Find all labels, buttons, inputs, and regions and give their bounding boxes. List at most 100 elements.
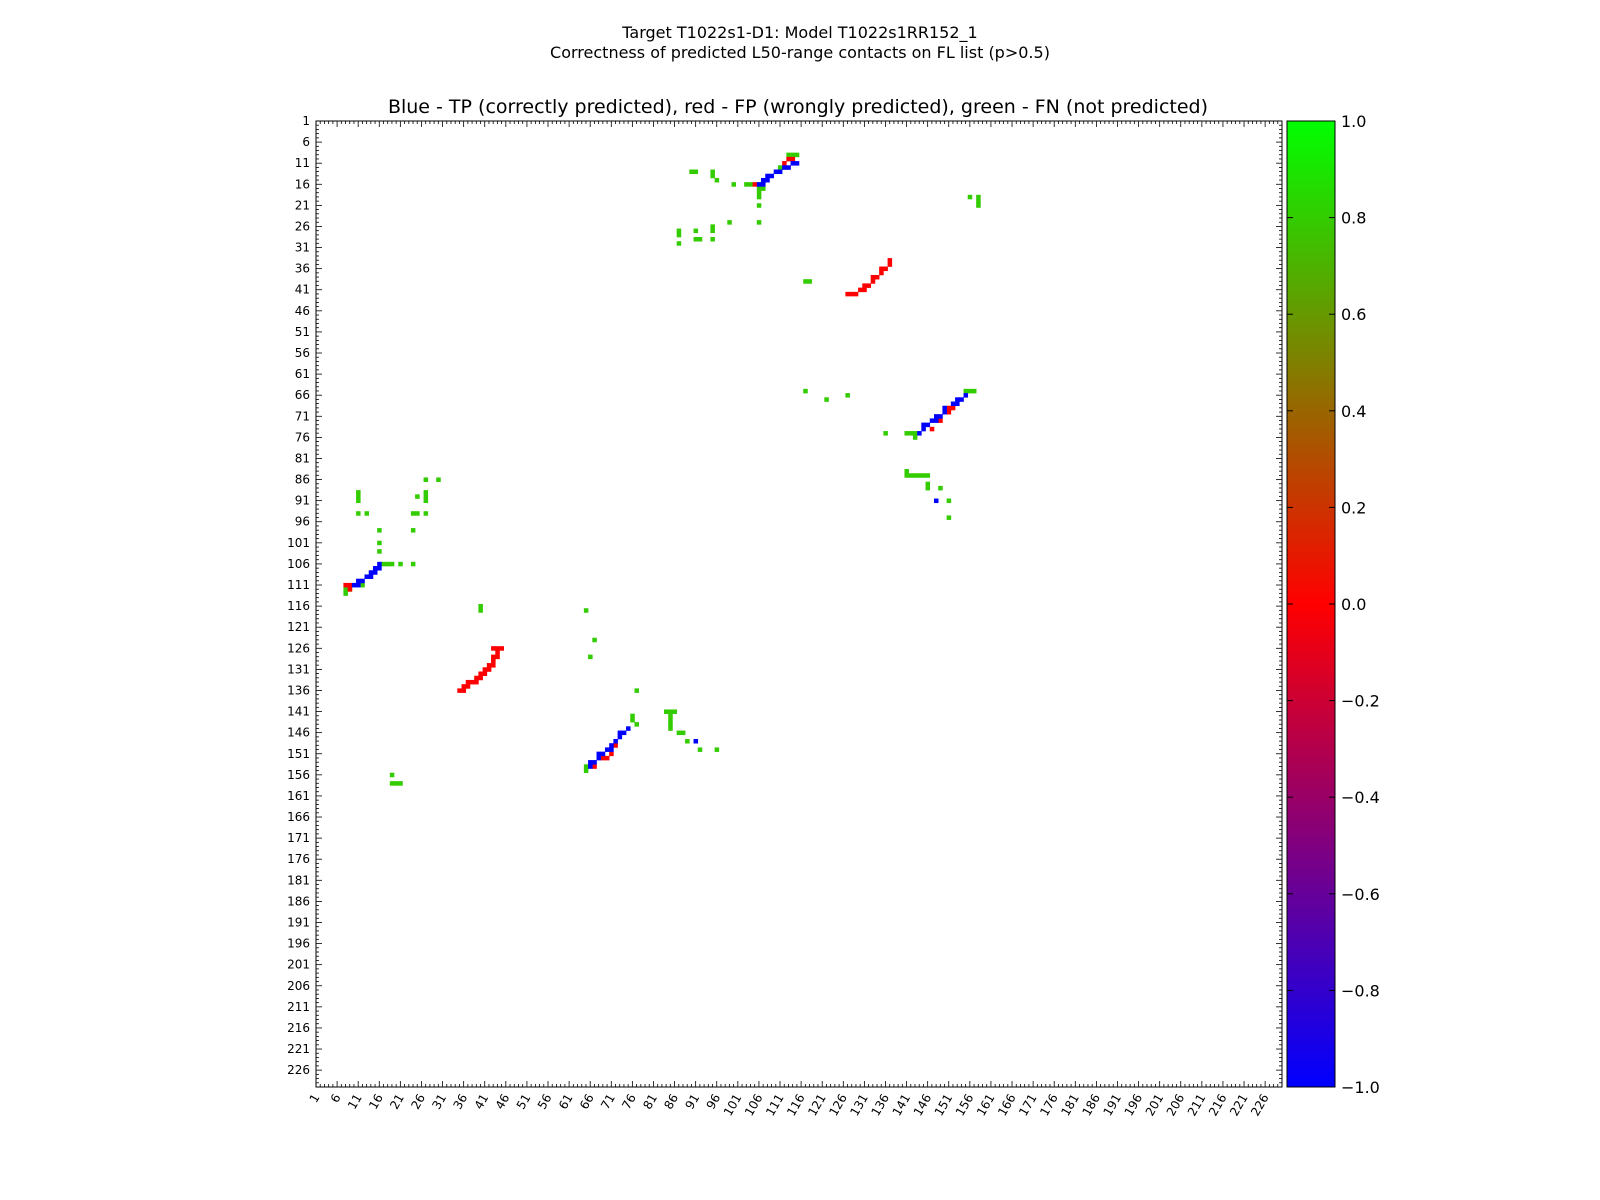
y-tick-label: 6: [302, 135, 310, 149]
fn-cell: [356, 494, 361, 499]
colorbar-ticks: 1.0 0.8 0.6 0.4 0.2 0.0 −0.2 −0.4 −0.6 −0.8 −1.0: [1287, 112, 1380, 1097]
fp-cell: [600, 755, 606, 761]
fn-cell: [685, 738, 690, 744]
y-tick-label: 111: [287, 578, 310, 592]
fn-cell: [583, 764, 589, 769]
colorbar-tick-label: −0.2: [1341, 692, 1380, 711]
fn-cell: [710, 228, 715, 234]
tp-cell: [364, 574, 370, 579]
tp-cell: [588, 760, 593, 765]
fn-cell: [946, 515, 952, 520]
x-tick-label: 221: [1227, 1092, 1251, 1119]
colorbar-tick-label: −1.0: [1341, 1078, 1380, 1097]
fn-cell: [904, 431, 909, 436]
fp-cell: [465, 684, 471, 689]
x-tick-label: 71: [598, 1092, 618, 1112]
y-tick-label: 21: [295, 198, 310, 212]
fp-cell: [486, 667, 492, 672]
x-tick-label: 26: [408, 1092, 428, 1112]
tp-cell: [621, 730, 627, 736]
tp-cell: [955, 397, 960, 402]
fn-cell: [668, 709, 673, 714]
fn-cell: [710, 169, 715, 175]
y-tick-label: 96: [295, 515, 310, 529]
tp-cell: [360, 578, 365, 584]
y-tick-label: 221: [287, 1042, 310, 1056]
y-tick-label: 166: [287, 810, 310, 824]
fp-cell: [478, 671, 483, 677]
tp-cell: [693, 738, 699, 744]
x-tick-label: 81: [640, 1092, 660, 1112]
y-tick-label: 61: [295, 367, 310, 381]
fn-cell: [786, 152, 791, 158]
fn-cell: [423, 498, 429, 504]
tp-cell: [921, 426, 926, 432]
colorbar-tick-label: 0.2: [1341, 498, 1366, 517]
tp-cell: [351, 582, 357, 588]
fn-cell: [883, 431, 888, 436]
fp-cell: [478, 675, 483, 681]
tp-cell: [773, 169, 779, 175]
x-tick-label: 131: [847, 1092, 871, 1119]
fp-cell: [491, 658, 496, 664]
tp-cell: [761, 182, 766, 187]
fn-cell: [756, 203, 762, 208]
y-tick-label: 141: [287, 705, 310, 719]
tp-cell: [377, 566, 382, 571]
y-tick-label: 11: [295, 156, 310, 170]
y-tick-label: 66: [295, 388, 310, 402]
y-tick-label: 181: [287, 873, 310, 887]
x-tick-label: 76: [619, 1092, 639, 1112]
tp-cell: [790, 161, 796, 166]
y-tick-label: 131: [287, 662, 310, 676]
tp-cell: [609, 743, 614, 748]
x-tick-label: 41: [472, 1092, 492, 1112]
fn-cell: [630, 717, 635, 723]
fp-cell: [347, 582, 353, 588]
tp-cell: [368, 574, 374, 579]
fn-cell: [744, 182, 749, 187]
tp-cell: [933, 418, 939, 423]
tp-cell: [596, 751, 602, 757]
fn-cell: [790, 152, 796, 158]
tp-cell: [959, 397, 964, 402]
fp-cell: [887, 258, 893, 263]
fp-cell: [482, 671, 488, 677]
y-tick-label: 136: [287, 683, 310, 697]
fp-cell: [845, 291, 850, 297]
fn-cell: [710, 237, 715, 242]
y-tick-label: 31: [295, 241, 310, 255]
x-tick-label: 196: [1122, 1092, 1146, 1119]
tp-cell: [765, 177, 770, 183]
fn-cell: [668, 717, 673, 723]
x-tick-label: 136: [868, 1092, 892, 1119]
tp-cell: [929, 418, 935, 423]
plot-title: Blue - TP (correctly predicted), red - F…: [388, 96, 1208, 118]
x-tick-label: 1: [307, 1092, 323, 1106]
fp-cell: [469, 679, 475, 685]
tp-cell: [626, 726, 631, 731]
tp-cell: [372, 566, 378, 571]
y-tick-label: 1: [302, 114, 310, 128]
fp-cell: [866, 283, 872, 288]
fp-cell: [874, 274, 880, 280]
fp-cell: [849, 291, 855, 297]
tp-cell: [925, 422, 931, 428]
fp-cell: [491, 654, 496, 660]
colorbar-tick-label: 0.8: [1341, 209, 1366, 228]
x-tick-label: 181: [1058, 1092, 1082, 1119]
fp-cell: [343, 582, 348, 588]
tp-cell: [377, 561, 382, 567]
fp-cell: [938, 418, 943, 423]
fn-cell: [925, 473, 931, 478]
fp-cell: [457, 688, 462, 693]
y-tick-label: 176: [287, 852, 310, 866]
tp-cell: [782, 165, 787, 170]
tp-cell: [372, 570, 378, 575]
x-tick-label: 66: [577, 1092, 597, 1112]
y-tick-label: 91: [295, 494, 310, 508]
x-tick-label: 211: [1185, 1092, 1209, 1119]
x-tick-label: 216: [1206, 1092, 1230, 1119]
y-tick-label: 46: [295, 304, 310, 318]
